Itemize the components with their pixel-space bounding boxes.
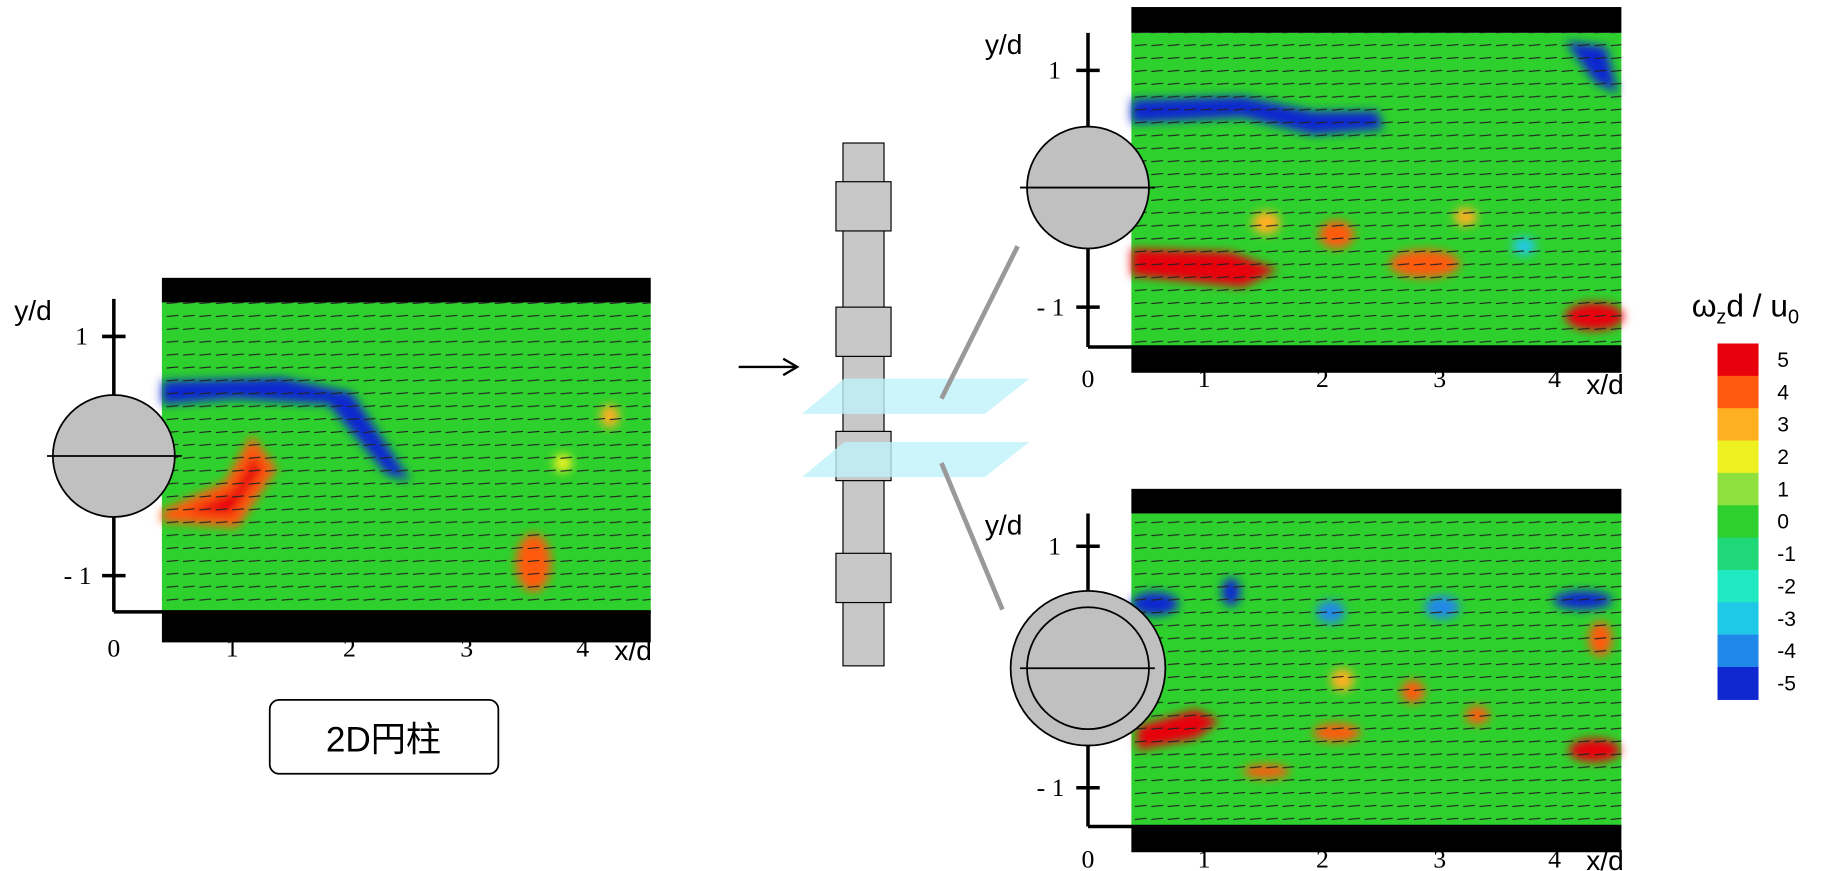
- x-tick-label: 2: [1316, 844, 1329, 871]
- x-axis-label: x/d: [1586, 845, 1624, 871]
- x-tick-label: 3: [1433, 364, 1446, 393]
- x-tick-label: 3: [1433, 844, 1446, 871]
- colorbar-label: -1: [1777, 543, 1796, 566]
- y-tick-label: 1: [75, 322, 88, 351]
- colorbar-title-part: 0: [1788, 307, 1799, 329]
- colorbar-label: -3: [1777, 608, 1796, 631]
- colorbar-title-part: d / u: [1726, 288, 1788, 324]
- colorbar-label: -4: [1777, 640, 1796, 663]
- y-axis-label: y/d: [14, 295, 52, 326]
- colorbar-swatch: [1717, 472, 1759, 506]
- caption: 2D円柱: [326, 720, 441, 759]
- colorbar-label: 0: [1777, 511, 1789, 534]
- colorbar-swatch: [1717, 505, 1759, 539]
- x-tick-label: 1: [1198, 364, 1211, 393]
- y-tick-label: 1: [1048, 531, 1061, 560]
- x-tick-label: 1: [226, 633, 239, 662]
- x-tick-label: 2: [1316, 364, 1329, 393]
- x-tick-label: 2: [343, 633, 356, 662]
- x-tick-label: 4: [576, 633, 589, 662]
- y-tick-label: 1: [1048, 56, 1061, 85]
- colorbar-swatch: [1717, 375, 1759, 409]
- colorbar-label: 1: [1777, 478, 1789, 501]
- x-tick-label: 0: [107, 633, 120, 662]
- colorbar-swatch: [1717, 634, 1759, 668]
- x-tick-label: 3: [460, 633, 473, 662]
- panel-upper: y/d 1 - 1 0 1 2 3 4 x/d: [985, 7, 1624, 400]
- cylinder-sketch: [738, 142, 1030, 667]
- colorbar-swatch: [1717, 343, 1759, 377]
- colorbar-swatch: [1717, 569, 1759, 603]
- colorbar-swatch: [1717, 440, 1759, 474]
- x-tick-label: 0: [1082, 844, 1095, 871]
- colorbar-label: -2: [1777, 575, 1796, 598]
- colorbar-title: ωzd / u0: [1692, 288, 1799, 329]
- x-tick-label: 4: [1548, 364, 1561, 393]
- panel-2d: y/d 1 - 1 0 1 2 3 4 x/d 2D円柱: [14, 277, 652, 775]
- colorbar-label: 3: [1777, 414, 1789, 437]
- y-axis-label: y/d: [985, 510, 1023, 541]
- colorbar-swatch: [1717, 537, 1759, 571]
- colorbar-swatch: [1717, 408, 1759, 442]
- y-tick-label: - 1: [1037, 773, 1065, 802]
- colorbar-swatch: [1717, 667, 1759, 700]
- x-axis-label: x/d: [1586, 369, 1624, 400]
- y-tick-label: - 1: [64, 561, 92, 590]
- colorbar-label: 2: [1777, 446, 1789, 469]
- y-axis-label: y/d: [985, 29, 1023, 60]
- x-tick-label: 4: [1548, 844, 1561, 871]
- colorbar-label: 5: [1777, 349, 1789, 372]
- x-tick-label: 1: [1198, 844, 1211, 871]
- panel-lower: y/d 1 - 1 0 1 2 3 4 x/d: [985, 488, 1624, 871]
- colorbar-swatch: [1717, 602, 1759, 636]
- colorbar-title-part: z: [1716, 307, 1726, 329]
- y-tick-label: - 1: [1037, 292, 1065, 321]
- x-axis-label: x/d: [614, 635, 652, 666]
- colorbar-title-part: ω: [1692, 288, 1717, 324]
- x-tick-label: 0: [1082, 364, 1095, 393]
- colorbar-label: -5: [1777, 672, 1796, 695]
- colorbar-label: 4: [1777, 381, 1789, 404]
